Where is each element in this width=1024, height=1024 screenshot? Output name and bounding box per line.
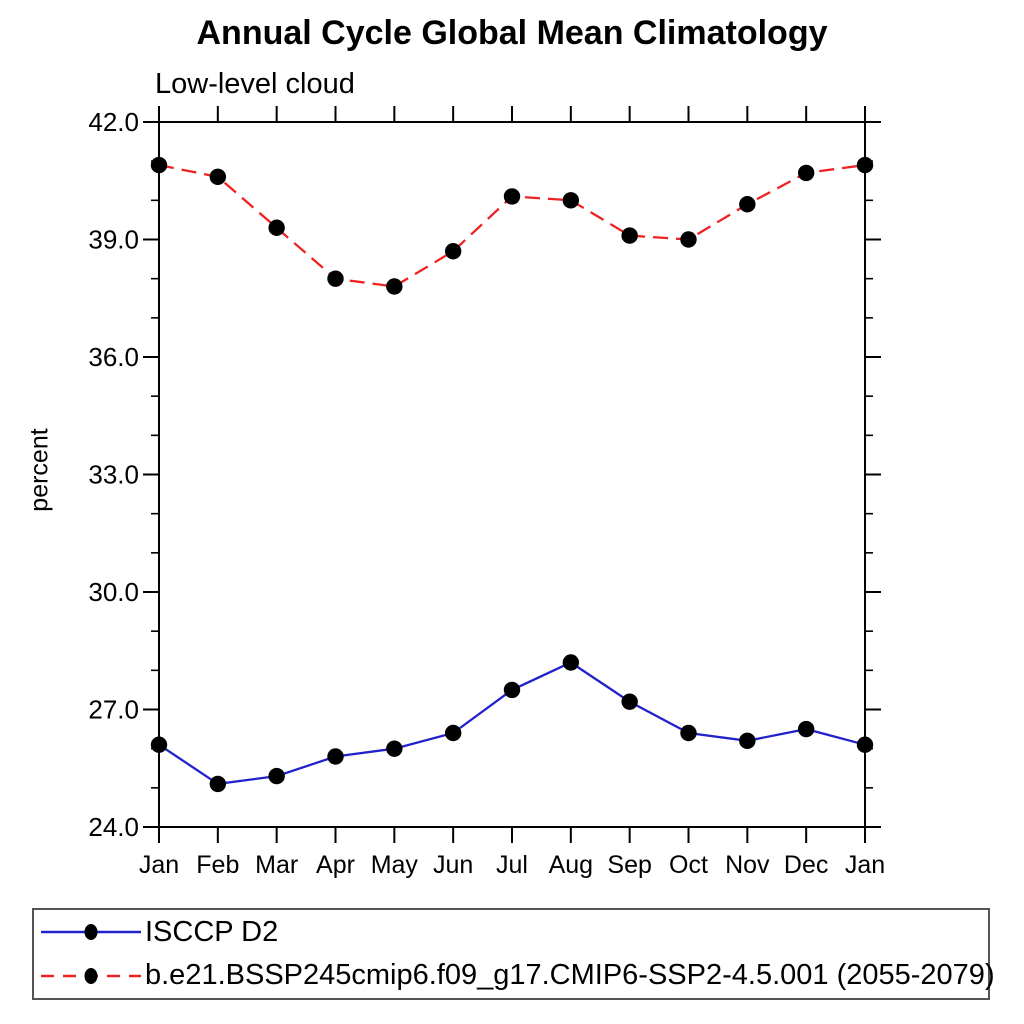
x-tick-label: Jan	[845, 851, 885, 879]
x-tick-label: Jun	[433, 851, 473, 879]
data-point-marker	[503, 681, 521, 699]
data-point-marker	[856, 156, 874, 174]
x-tick-label: Jul	[496, 851, 528, 879]
x-tick-label: Aug	[549, 851, 593, 879]
plot-frame	[158, 121, 866, 828]
legend-swatch-solid-line-icon	[41, 924, 141, 941]
data-point-marker	[386, 740, 403, 757]
data-point-marker	[797, 164, 815, 182]
legend-label-cmip6-ssp2: b.e21.BSSP245cmip6.f09_g17.CMIP6-SSP2-4.…	[145, 959, 995, 992]
data-point-marker	[327, 748, 344, 765]
data-point-marker	[327, 270, 344, 287]
y-tick-label: 36.0	[88, 342, 139, 372]
legend-swatch-dashed-line-icon	[41, 967, 141, 984]
data-point-marker	[680, 724, 697, 742]
x-tick-label: Sep	[607, 851, 651, 879]
data-point-marker	[150, 156, 168, 174]
series-line-0	[158, 661, 866, 786]
data-point-marker	[562, 654, 580, 671]
data-point-marker	[268, 767, 285, 785]
y-tick-label: 27.0	[88, 695, 139, 725]
x-tick-label: Mar	[255, 851, 298, 879]
x-tick-label: Oct	[669, 851, 708, 879]
y-tick-label: 30.0	[88, 577, 139, 607]
data-point-marker	[621, 227, 638, 244]
y-tick-label: 39.0	[88, 225, 139, 255]
y-tick-label: 24.0	[88, 812, 139, 842]
x-tick-label: Dec	[784, 851, 828, 879]
data-point-marker	[621, 693, 638, 710]
legend: ISCCP D2 b.e21.BSSP245cmip6.f09_g17.CMIP…	[32, 908, 995, 1000]
data-point-marker	[150, 736, 168, 753]
legend-item-cmip6-ssp2: b.e21.BSSP245cmip6.f09_g17.CMIP6-SSP2-4.…	[39, 955, 995, 997]
data-point-marker	[739, 732, 756, 750]
data-point-marker	[503, 188, 521, 205]
x-tick-label: Nov	[725, 851, 770, 879]
y-tick-label: 33.0	[88, 460, 139, 490]
legend-marker-dot-icon	[84, 924, 98, 941]
data-point-marker	[209, 775, 227, 793]
legend-label-isccp-d2: ISCCP D2	[145, 915, 279, 948]
y-tick-label: 42.0	[88, 107, 139, 137]
data-point-marker	[444, 724, 462, 742]
legend-item-isccp-d2: ISCCP D2	[39, 911, 988, 953]
data-point-marker	[209, 168, 227, 186]
data-point-marker	[444, 243, 462, 260]
chart-subtitle: Low-level cloud	[155, 68, 355, 100]
x-tick-label: Apr	[316, 851, 355, 879]
x-tick-label: Feb	[196, 851, 239, 879]
series-line-1	[158, 163, 866, 288]
legend-marker-dot-icon	[84, 967, 98, 984]
data-point-marker	[739, 196, 756, 213]
data-point-marker	[268, 219, 285, 236]
x-tick-label: May	[371, 851, 419, 879]
data-point-marker	[386, 278, 403, 295]
data-point-marker	[562, 192, 580, 209]
data-point-marker	[797, 720, 815, 738]
x-tick-label: Jan	[139, 851, 179, 879]
chart-title: Annual Cycle Global Mean Climatology	[196, 14, 828, 52]
data-point-marker	[856, 736, 874, 753]
data-point-marker	[680, 231, 697, 248]
